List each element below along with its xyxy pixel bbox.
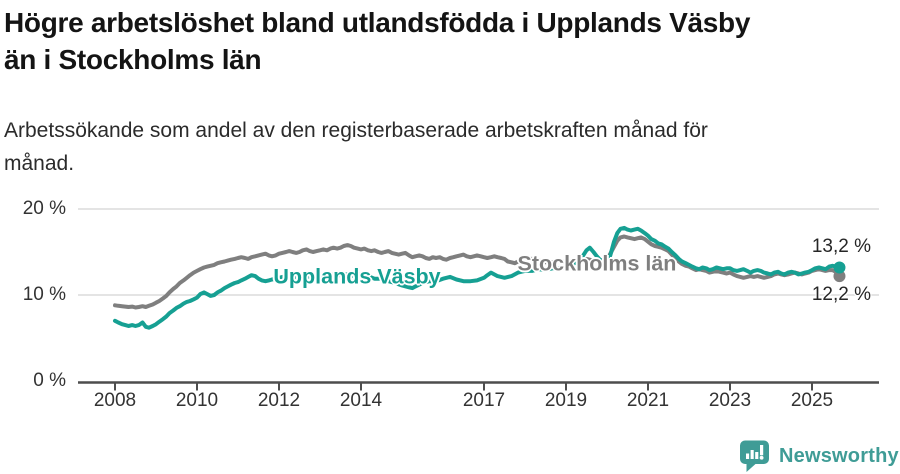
chart-subtitle-line2: månad. — [4, 152, 75, 175]
x-tick-label-2025: 2025 — [790, 390, 834, 411]
y-tick-label-20: 20 % — [22, 198, 66, 219]
y-tick-label-10: 10 % — [22, 284, 66, 305]
series-label-stockholms-lan: Stockholms län — [517, 251, 677, 276]
x-tick-label-2010: 2010 — [175, 390, 219, 411]
series-line-stockholms-l-n — [113, 234, 842, 310]
x-tick-label-2017: 2017 — [462, 390, 506, 411]
end-value-label-upplands-vasby: 13,2 % — [811, 236, 871, 257]
chart-title-line1: Högre arbetslöshet bland utlandsfödda i … — [4, 7, 751, 38]
chart-subtitle: Arbetssökande som andel av den registerb… — [4, 114, 864, 180]
x-tick-label-2019: 2019 — [544, 390, 588, 411]
newsworthy-branding[interactable]: Newsworthy — [740, 440, 899, 473]
x-tick-label-2021: 2021 — [626, 390, 670, 411]
newsworthy-logo-icon — [740, 440, 769, 472]
series-label-upplands-vasby: Upplands Väsby — [273, 264, 441, 289]
series-end-dot-stockholms-l-n — [833, 270, 846, 283]
x-tick-label-2008: 2008 — [93, 390, 137, 411]
chart-title: Högre arbetslöshet bland utlandsfödda i … — [4, 4, 898, 78]
series-line-upplands-v-sby — [113, 225, 842, 330]
series-end-dot-upplands-v-sby — [833, 261, 846, 274]
newsworthy-logo-text: Newsworthy — [779, 445, 899, 467]
x-tick-label-2014: 2014 — [339, 390, 383, 411]
y-tick-label-0: 0 % — [33, 370, 66, 391]
chart-subtitle-line1: Arbetssökande som andel av den registerb… — [4, 119, 708, 142]
x-tick-label-2023: 2023 — [708, 390, 752, 411]
x-tick-label-2012: 2012 — [257, 390, 301, 411]
end-value-label-stockholms-lan: 12,2 % — [811, 284, 871, 305]
chart-title-line2: än i Stockholms län — [4, 44, 262, 75]
